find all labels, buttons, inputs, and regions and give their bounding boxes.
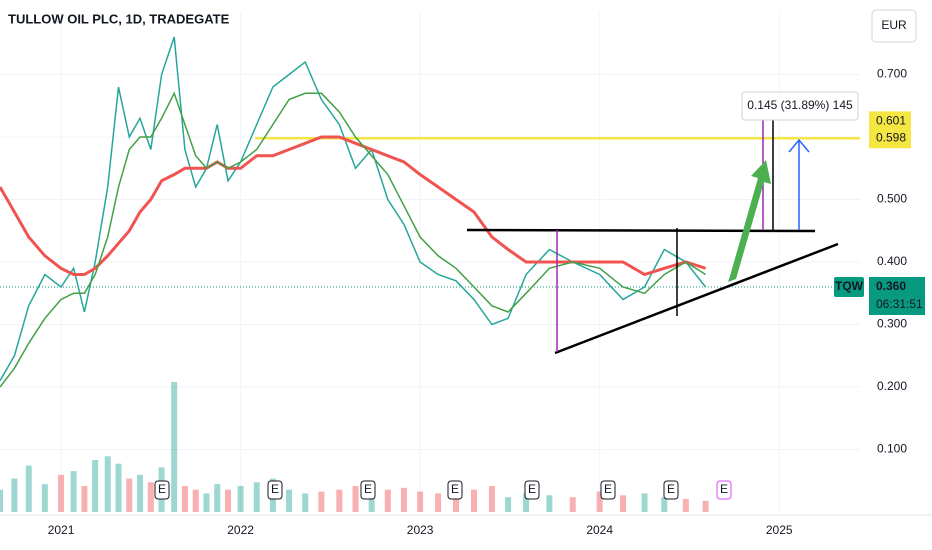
volume-bar bbox=[400, 487, 407, 512]
volume-bar bbox=[641, 493, 648, 512]
volume-bar bbox=[225, 489, 232, 512]
x-tick-label: 2025 bbox=[766, 523, 793, 537]
volume-bar bbox=[384, 489, 391, 512]
earnings-label: E bbox=[364, 482, 372, 496]
measure-label: 0.145 (31.89%) 145 bbox=[747, 98, 853, 112]
volume-bar bbox=[171, 382, 178, 512]
volume-bar bbox=[368, 493, 375, 512]
earnings-marker bbox=[716, 480, 732, 500]
volume-bar bbox=[11, 478, 18, 512]
currency-label[interactable]: EUR bbox=[881, 18, 907, 32]
volume-bar bbox=[115, 463, 122, 512]
volume-bar bbox=[569, 497, 576, 512]
volume-bar bbox=[505, 497, 512, 512]
x-tick-label: 2022 bbox=[227, 523, 254, 537]
volume-bar bbox=[286, 489, 293, 512]
price-box bbox=[869, 277, 925, 315]
level-alt-box bbox=[869, 111, 911, 132]
volume-bar bbox=[352, 486, 359, 512]
volume-bar bbox=[318, 491, 325, 512]
price-label: 0.360 bbox=[876, 279, 906, 293]
volume-bar bbox=[237, 486, 244, 512]
volume-bar bbox=[214, 484, 221, 512]
volume-bar bbox=[104, 456, 111, 512]
volume-bar bbox=[25, 465, 32, 512]
currency-button[interactable] bbox=[871, 9, 917, 43]
earnings-marker bbox=[154, 480, 170, 500]
earnings-marker bbox=[524, 480, 540, 500]
volume-bar bbox=[702, 500, 709, 512]
x-tick-label: 2023 bbox=[407, 523, 434, 537]
earnings-label: E bbox=[158, 482, 166, 496]
volume-bar bbox=[661, 497, 668, 512]
volume-bar bbox=[470, 489, 477, 512]
y-tick-label: 0.400 bbox=[877, 254, 907, 268]
x-tick-label: 2021 bbox=[48, 523, 75, 537]
earnings-label: E bbox=[720, 482, 728, 496]
level-label: 0.598 bbox=[876, 130, 906, 144]
volume-bar bbox=[181, 486, 188, 512]
volume-bar bbox=[203, 493, 210, 512]
resistance-line bbox=[466, 228, 816, 233]
earnings-label: E bbox=[667, 482, 675, 496]
earnings-label: E bbox=[271, 482, 279, 496]
series-line bbox=[0, 91, 707, 388]
earnings-label: E bbox=[528, 482, 536, 496]
y-tick-label: 0.500 bbox=[877, 192, 907, 206]
earnings-label: E bbox=[451, 482, 459, 496]
y-tick-label: 0.300 bbox=[877, 317, 907, 331]
volume-bar bbox=[0, 489, 3, 512]
level-box bbox=[869, 128, 911, 149]
earnings-marker bbox=[663, 480, 679, 500]
measure-box bbox=[741, 91, 859, 121]
series-line bbox=[0, 135, 707, 277]
volume-bar bbox=[620, 495, 627, 512]
volume-bar bbox=[523, 493, 530, 512]
volume-bar bbox=[682, 499, 689, 512]
volume-bar bbox=[92, 460, 99, 512]
volume-bar bbox=[435, 493, 442, 512]
volume-bar bbox=[70, 471, 77, 512]
countdown-label: 06:31:51 bbox=[876, 297, 923, 311]
volume-bar bbox=[137, 474, 144, 512]
y-tick-label: 0.700 bbox=[877, 67, 907, 81]
x-tick-label: 2024 bbox=[586, 523, 613, 537]
volume-bar bbox=[453, 495, 460, 512]
symbol-box bbox=[834, 277, 864, 297]
volume-bar bbox=[253, 482, 260, 512]
earnings-marker bbox=[360, 480, 376, 500]
volume-bar bbox=[192, 489, 199, 512]
chart-title: TULLOW OIL PLC, 1D, TRADEGATE bbox=[8, 11, 230, 26]
projection-arrow bbox=[728, 160, 771, 282]
volume-bar bbox=[81, 486, 88, 512]
volume-bar bbox=[488, 486, 495, 512]
volume-bar bbox=[41, 484, 48, 512]
price-axis bbox=[862, 0, 932, 515]
earnings-marker bbox=[600, 480, 616, 500]
volume-bar bbox=[596, 491, 603, 512]
target-arrow-head bbox=[788, 138, 810, 153]
volume-bar bbox=[417, 491, 424, 512]
level-alt-label: 0.601 bbox=[876, 114, 906, 128]
volume-bar bbox=[302, 493, 309, 512]
y-tick-label: 0.100 bbox=[877, 442, 907, 456]
support-line bbox=[554, 242, 839, 355]
volume-bar bbox=[58, 474, 65, 512]
volume-bar bbox=[126, 478, 133, 512]
volume-bar bbox=[147, 482, 154, 512]
earnings-label: E bbox=[604, 482, 612, 496]
volume-bar bbox=[546, 495, 553, 512]
symbol-label: TQW bbox=[835, 279, 864, 293]
volume-bar bbox=[336, 489, 343, 512]
earnings-marker bbox=[447, 480, 463, 500]
earnings-marker bbox=[267, 480, 283, 500]
y-tick-label: 0.200 bbox=[877, 379, 907, 393]
